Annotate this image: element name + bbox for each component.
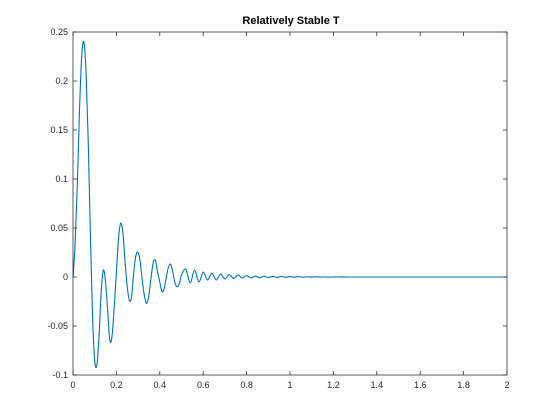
x-axis: 0 0.2 0.4 0.6 0.8 1 1.2 1.4 1.6 1.8 2 bbox=[70, 32, 510, 390]
x-tick-label: 0 bbox=[70, 380, 75, 390]
x-tick-label: 0.8 bbox=[240, 380, 253, 390]
x-tick-label: 0.4 bbox=[154, 380, 167, 390]
y-tick-label: 0.25 bbox=[50, 27, 68, 37]
x-tick-label: 0.2 bbox=[110, 380, 123, 390]
y-tick-label: 0.15 bbox=[50, 125, 68, 135]
x-tick-label: 1 bbox=[287, 380, 292, 390]
series-line bbox=[72, 40, 507, 369]
y-tick-label: 0.2 bbox=[55, 76, 68, 86]
x-tick-label: 1.4 bbox=[371, 380, 384, 390]
x-tick-label: 0.6 bbox=[197, 380, 210, 390]
y-tick-label: -0.05 bbox=[47, 321, 68, 331]
y-tick-label: 0 bbox=[63, 272, 68, 282]
x-tick-label: 1.8 bbox=[457, 380, 470, 390]
y-axis: -0.1 -0.05 0 0.05 0.1 0.15 0.2 0.25 bbox=[47, 27, 507, 380]
x-tick-label: 2 bbox=[504, 380, 509, 390]
plot-line-layer bbox=[72, 40, 507, 369]
y-tick-label: 0.1 bbox=[55, 174, 68, 184]
x-tick-label: 1.2 bbox=[327, 380, 340, 390]
chart-title: Relatively Stable T bbox=[242, 15, 339, 27]
x-tick-label: 1.6 bbox=[414, 380, 427, 390]
y-tick-label: 0.05 bbox=[50, 223, 68, 233]
y-tick-label: -0.1 bbox=[52, 370, 68, 380]
